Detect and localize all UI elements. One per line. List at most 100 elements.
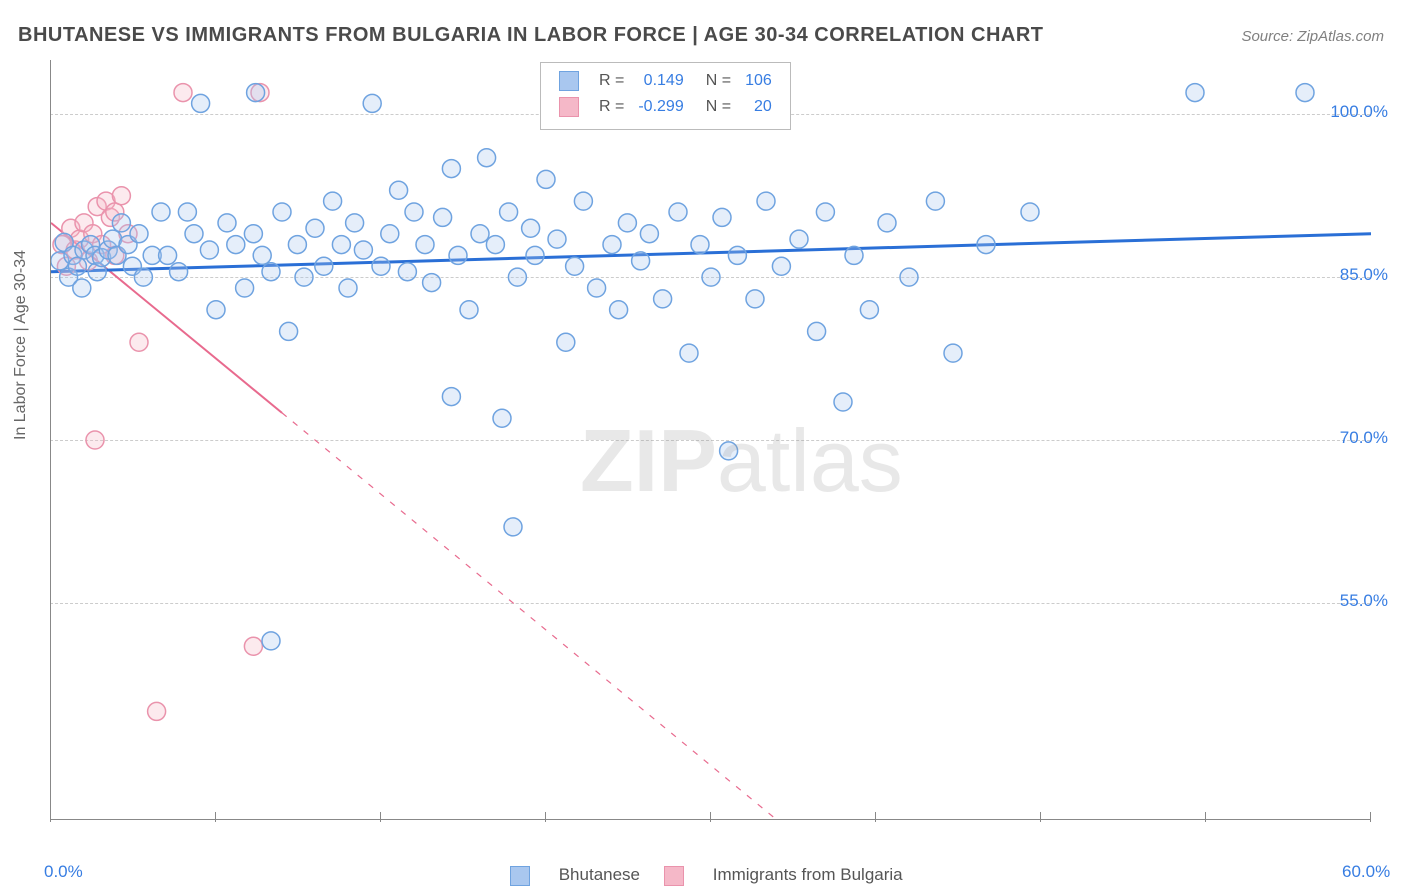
x-tick-label: 60.0% (1342, 862, 1390, 882)
y-tick-label: 70.0% (1340, 428, 1388, 448)
data-point-series1 (610, 301, 628, 319)
data-point-series1 (713, 208, 731, 226)
n-value: 20 (739, 95, 778, 119)
data-point-series1 (900, 268, 918, 286)
data-point-series1 (273, 203, 291, 221)
y-axis-label: In Labor Force | Age 30-34 (12, 250, 30, 440)
data-point-series1 (449, 246, 467, 264)
data-point-series1 (808, 322, 826, 340)
data-point-series1 (500, 203, 518, 221)
data-point-series1 (640, 225, 658, 243)
data-point-series1 (493, 409, 511, 427)
data-point-series1 (398, 263, 416, 281)
data-point-series2 (148, 702, 166, 720)
data-point-series1 (845, 246, 863, 264)
data-point-series1 (185, 225, 203, 243)
legend-swatch (510, 866, 530, 886)
data-point-series1 (460, 301, 478, 319)
data-point-series1 (834, 393, 852, 411)
data-point-series1 (306, 219, 324, 237)
data-point-series1 (423, 274, 441, 292)
y-tick-label: 100.0% (1330, 102, 1388, 122)
n-label: N = (692, 69, 737, 93)
y-tick-label: 55.0% (1340, 591, 1388, 611)
data-point-series1 (632, 252, 650, 270)
data-point-series1 (178, 203, 196, 221)
data-point-series1 (878, 214, 896, 232)
data-point-series1 (669, 203, 687, 221)
data-point-series1 (603, 236, 621, 254)
data-point-series1 (227, 236, 245, 254)
data-point-series1 (944, 344, 962, 362)
data-point-series1 (478, 149, 496, 167)
data-point-series1 (508, 268, 526, 286)
plot-area (50, 60, 1370, 820)
data-point-series1 (977, 236, 995, 254)
data-point-series1 (1186, 84, 1204, 102)
data-point-series1 (588, 279, 606, 297)
data-point-series1 (680, 344, 698, 362)
data-point-series1 (218, 214, 236, 232)
data-point-series1 (926, 192, 944, 210)
r-label: R = (593, 69, 630, 93)
data-point-series1 (1296, 84, 1314, 102)
data-point-series1 (247, 84, 265, 102)
data-point-series1 (618, 214, 636, 232)
data-point-series1 (200, 241, 218, 259)
r-label: R = (593, 95, 630, 119)
data-point-series1 (442, 160, 460, 178)
data-point-series1 (159, 246, 177, 264)
data-point-series1 (262, 632, 280, 650)
x-tick-label: 0.0% (44, 862, 83, 882)
legend-swatch (559, 71, 579, 91)
series-legend: Bhutanese Immigrants from Bulgaria (510, 865, 927, 886)
data-point-series1 (537, 170, 555, 188)
data-point-series1 (236, 279, 254, 297)
data-point-series1 (390, 181, 408, 199)
data-point-series1 (691, 236, 709, 254)
data-point-series1 (354, 241, 372, 259)
legend-swatch (559, 97, 579, 117)
data-point-series1 (152, 203, 170, 221)
data-point-series1 (702, 268, 720, 286)
data-point-series1 (860, 301, 878, 319)
data-point-series1 (522, 219, 540, 237)
data-point-series1 (339, 279, 357, 297)
data-point-series2 (112, 187, 130, 205)
legend-item: Bhutanese (510, 865, 640, 884)
correlation-legend: R =0.149N =106R =-0.299N =20 (540, 62, 791, 130)
data-point-series1 (315, 257, 333, 275)
legend-stat-row: R =-0.299N =20 (553, 95, 778, 119)
data-point-series1 (332, 236, 350, 254)
data-point-series1 (262, 263, 280, 281)
data-point-series1 (434, 208, 452, 226)
data-point-series1 (372, 257, 390, 275)
data-point-series1 (405, 203, 423, 221)
data-point-series1 (363, 94, 381, 112)
data-point-series2 (174, 84, 192, 102)
n-value: 106 (739, 69, 778, 93)
legend-swatch (664, 866, 684, 886)
data-point-series1 (790, 230, 808, 248)
data-point-series1 (280, 322, 298, 340)
data-point-series1 (504, 518, 522, 536)
data-point-series1 (486, 236, 504, 254)
legend-stat-row: R =0.149N =106 (553, 69, 778, 93)
data-point-series1 (170, 263, 188, 281)
data-point-series1 (244, 225, 262, 243)
data-point-series1 (416, 236, 434, 254)
data-point-series1 (548, 230, 566, 248)
data-point-series1 (324, 192, 342, 210)
data-point-series1 (757, 192, 775, 210)
data-point-series2 (86, 431, 104, 449)
data-point-series1 (130, 225, 148, 243)
data-point-series2 (244, 637, 262, 655)
data-point-series1 (381, 225, 399, 243)
data-point-series1 (288, 236, 306, 254)
data-point-series1 (574, 192, 592, 210)
n-label: N = (692, 95, 737, 119)
data-point-series1 (68, 257, 86, 275)
data-point-series1 (442, 388, 460, 406)
trend-line-series2-dash (282, 413, 777, 820)
data-point-series1 (207, 301, 225, 319)
